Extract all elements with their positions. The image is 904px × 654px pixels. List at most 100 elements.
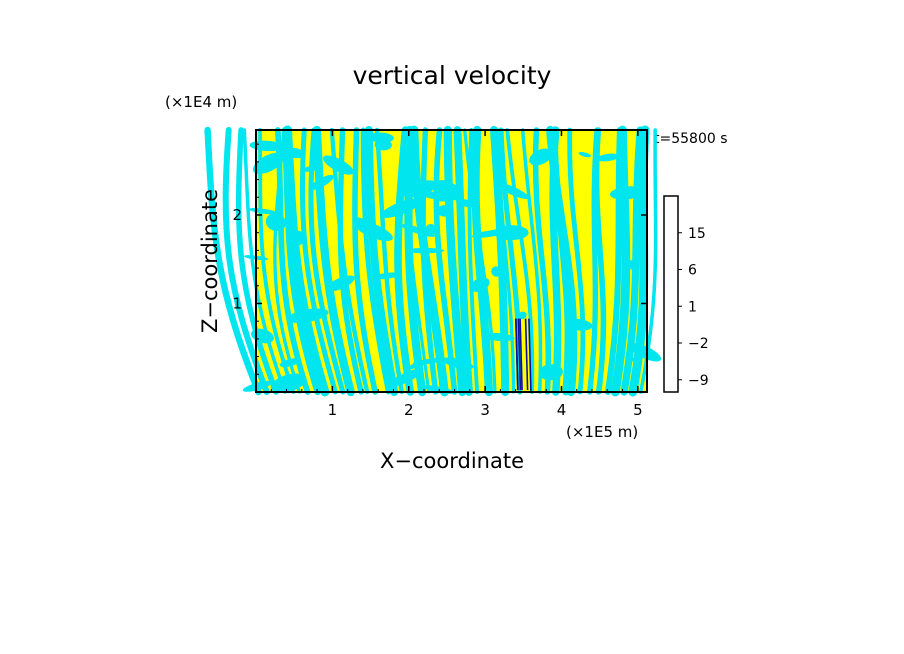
heatmap-blob	[286, 308, 329, 323]
heatmap-blob	[425, 224, 437, 236]
heatmap-band	[235, 127, 279, 395]
heatmap-blob	[436, 205, 454, 217]
heatmap-bands	[204, 125, 662, 397]
heatmap-blob	[625, 356, 639, 363]
heatmap-band	[360, 127, 391, 395]
heatmap-blob	[491, 266, 502, 277]
heatmap-band	[283, 125, 330, 397]
x-tick-label: 1	[328, 401, 338, 419]
heatmap-blob	[309, 174, 334, 190]
heatmap-blob	[407, 199, 416, 210]
heatmap-blob	[354, 221, 393, 242]
heatmap-blob	[493, 225, 529, 241]
heatmap-blob	[302, 165, 322, 172]
y-scale-label: (×1E4 m)	[165, 93, 237, 111]
heatmap-band	[374, 127, 404, 395]
heatmap-blob	[529, 148, 553, 166]
heatmap-blob	[373, 272, 402, 280]
colorbar-tick-label: 15	[688, 226, 706, 242]
heatmap-blob	[471, 229, 509, 238]
x-axis-label: X−coordinate	[380, 449, 524, 473]
heatmap-blob	[405, 247, 445, 254]
heatmap-streak	[515, 318, 519, 391]
heatmap-blob	[368, 132, 394, 143]
heatmap-blob	[402, 180, 438, 198]
x-tick-label: 5	[633, 401, 643, 419]
heatmap-blob	[252, 152, 285, 174]
heatmap-band	[593, 127, 607, 395]
heatmap-blob	[626, 260, 636, 270]
heatmap-blob	[270, 373, 307, 393]
heatmap-band	[433, 127, 458, 395]
y-axis-label: Z−coordinate	[198, 189, 222, 333]
heatmap-blob	[457, 372, 468, 382]
heatmap-blob	[578, 151, 592, 158]
heatmap-blob	[470, 277, 490, 292]
heatmap-blob	[497, 183, 529, 199]
heatmap-blob	[455, 198, 476, 208]
heatmap-blob	[596, 153, 620, 162]
heatmap-blob	[609, 186, 644, 200]
heatmap-band	[497, 128, 516, 394]
colorbar-tick-label: −2	[688, 336, 709, 352]
heatmap-band	[300, 127, 338, 395]
heatmap-blob	[279, 358, 300, 368]
heatmap-streak	[528, 318, 532, 391]
heatmap-band	[404, 125, 427, 397]
heatmap-band	[364, 126, 399, 396]
heatmap-band	[463, 128, 497, 394]
heatmap-blob	[242, 380, 273, 392]
heatmap-band	[222, 127, 270, 395]
x-axis: 1 2 3 4 5	[270, 130, 643, 419]
heatmap-band	[505, 128, 535, 394]
colorbar-tick-label: 1	[688, 299, 697, 315]
heatmap-blob	[481, 332, 515, 342]
chart-title: vertical velocity	[353, 61, 552, 90]
heatmap-blob	[325, 275, 355, 292]
heatmap-band	[610, 125, 631, 397]
heatmap-blob	[565, 318, 593, 331]
heatmap-blob	[399, 147, 413, 158]
heatmap-band	[546, 125, 578, 397]
heatmap-band	[409, 125, 449, 397]
colorbar-tick-label: −9	[688, 373, 709, 389]
heatmap-band	[443, 125, 467, 397]
heatmap-blob	[388, 368, 423, 387]
heatmap-blob	[419, 191, 456, 201]
heatmap-band	[620, 126, 644, 396]
heatmap-streak	[524, 318, 529, 391]
heatmap-streak	[517, 318, 522, 391]
heatmap-band	[490, 126, 510, 396]
heatmap-band	[352, 127, 378, 395]
x-tick-label: 2	[404, 401, 414, 419]
x-scale-label: (×1E5 m)	[566, 423, 638, 441]
heatmap-blob	[285, 147, 305, 159]
heatmap-band	[242, 128, 287, 394]
heatmap-band	[401, 128, 431, 394]
heatmap-band	[471, 125, 493, 397]
heatmap-band	[567, 127, 586, 395]
heatmap-field	[204, 125, 662, 397]
x-tick-label: 4	[557, 401, 567, 419]
y-tick-label: 2	[232, 206, 242, 224]
heatmap-blob	[249, 140, 285, 152]
colorbar-tick-label: 6	[688, 263, 697, 279]
heatmap-blob	[265, 213, 286, 232]
colorbar-frame	[663, 195, 679, 393]
heatmap-band	[532, 127, 552, 395]
heatmap-blob	[442, 357, 474, 370]
heatmap-band	[453, 126, 473, 396]
heatmap-streak	[519, 318, 523, 391]
y-axis: 12	[232, 143, 647, 375]
heatmap-blob	[400, 224, 436, 237]
colorbar: −9 −2 1 6 15	[663, 195, 709, 393]
heatmap-blob	[518, 311, 527, 320]
heatmap-band	[604, 127, 623, 395]
heatmap-band	[274, 127, 311, 395]
y-tick-label: 1	[232, 294, 242, 312]
heatmap-band	[204, 126, 262, 396]
heatmap-band	[394, 126, 415, 396]
heatmap-blob	[538, 364, 563, 381]
heatmap-blob	[628, 343, 662, 362]
